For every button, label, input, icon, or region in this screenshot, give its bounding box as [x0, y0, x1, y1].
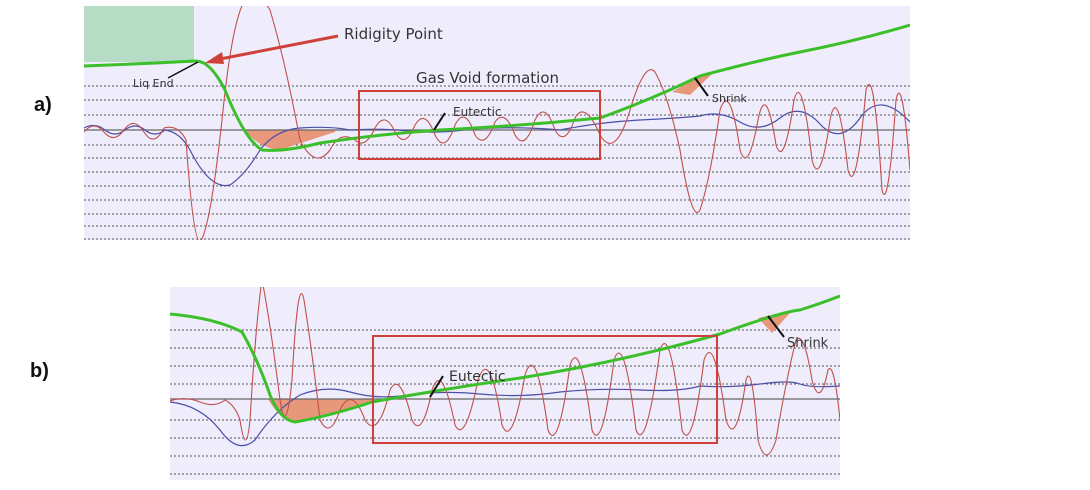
- liq-end-label: Liq End: [133, 77, 174, 90]
- panel-label: b): [30, 360, 49, 382]
- rigidity-arrow: [214, 34, 339, 62]
- gas-void-label: Gas Void formation: [416, 69, 559, 87]
- gas-void-box: [358, 90, 601, 160]
- second-derivative-curve: [84, 6, 910, 240]
- undercooling-area: [268, 399, 372, 422]
- shrink-marker: [767, 315, 785, 338]
- liquid-region: [84, 6, 194, 62]
- plot-background: [84, 6, 910, 240]
- panel-a: Liq End Eutectic Shrink Gas Void formati…: [34, 6, 910, 240]
- shrink-marker: [694, 77, 709, 97]
- eutectic-marker: [429, 375, 444, 398]
- liq-end-marker: [167, 61, 199, 79]
- panel-label: a): [34, 94, 52, 116]
- second-derivative-curve: [170, 287, 840, 456]
- eutectic-label: Eutectic: [453, 105, 502, 119]
- eutectic-box: [372, 335, 718, 444]
- panel-b: Eutectic Shrink b): [30, 287, 840, 480]
- shrink-label: Shrink: [712, 92, 748, 105]
- plot-background: [170, 287, 840, 480]
- rigidity-arrowhead: [205, 52, 224, 64]
- shrink-area: [672, 74, 712, 95]
- derivative-curve: [84, 104, 910, 187]
- eutectic-marker: [433, 112, 446, 131]
- derivative-curve: [170, 381, 840, 447]
- rigidity-label: Ridigity Point: [344, 25, 443, 43]
- shrink-label: Shrink: [787, 336, 829, 351]
- cooling-curve: [84, 23, 910, 152]
- undercooling-area: [245, 130, 335, 150]
- eutectic-label: Eutectic: [449, 369, 506, 385]
